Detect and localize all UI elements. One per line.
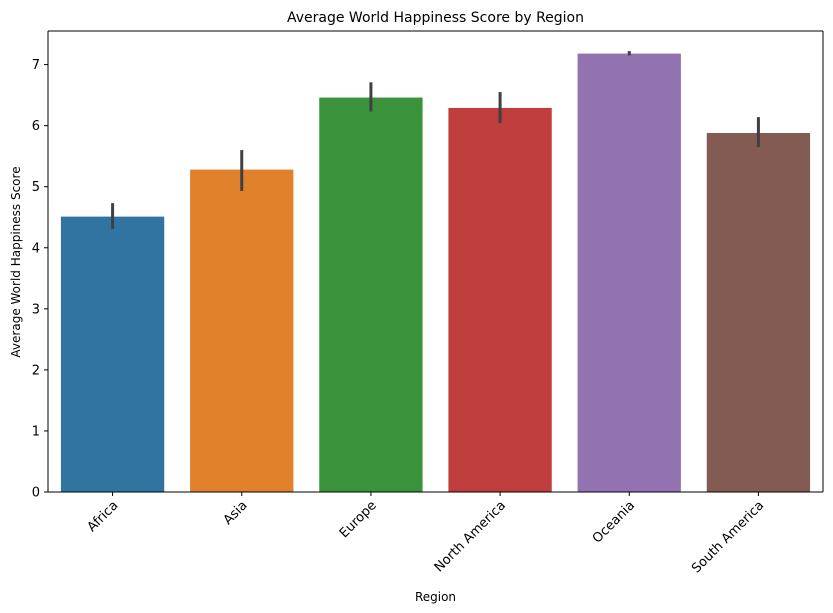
x-tick-label: Africa [85,498,122,535]
x-tick-label: Oceania [590,498,638,546]
y-tick-label: 6 [32,119,40,134]
bar-north-america [448,107,552,493]
y-tick-label: 3 [32,302,40,317]
chart-title: Average World Happiness Score by Region [287,10,584,26]
bar-europe [319,97,423,493]
y-tick-label: 5 [32,180,40,195]
x-axis-label: Region [415,590,456,604]
x-tick-label: Europe [337,498,380,541]
bar-africa [60,216,165,492]
y-tick-label: 7 [32,58,40,73]
y-tick-label: 0 [32,486,40,501]
y-axis-label: Average World Happiness Score [9,166,23,357]
x-tick-label: North America [432,498,509,575]
y-tick-label: 4 [32,241,40,256]
bar-south-america [706,132,811,492]
y-tick-label: 2 [32,363,40,378]
plot-area: 0 1 2 3 4 5 6 7 Africa Asia Europe North America Oce… [32,30,824,576]
x-tick-label: Asia [221,498,251,528]
bar-asia [190,169,294,493]
x-tick-label: South America [689,498,767,576]
bar-oceania [577,53,681,493]
y-tick-label: 1 [32,424,40,439]
